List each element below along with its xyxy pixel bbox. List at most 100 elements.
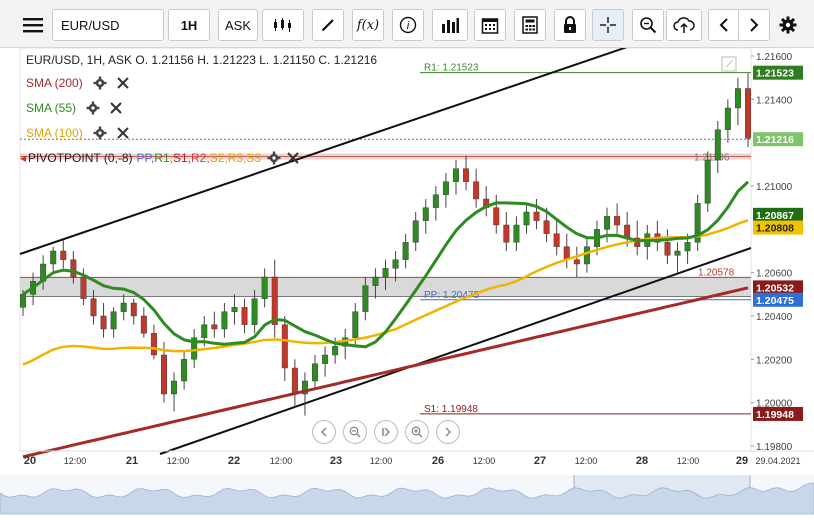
s1-badge: 1.19948 (756, 409, 794, 421)
current-price-badge-bg (753, 132, 803, 147)
channel-lower-line (159, 247, 752, 455)
sma55-badge-bg (753, 207, 803, 222)
s1-badge-bg (753, 406, 803, 421)
chart-type-button[interactable] (262, 9, 304, 41)
close-icon (110, 102, 122, 114)
candle-body (513, 224, 520, 243)
candle-body (281, 324, 288, 369)
candle-body (301, 380, 308, 395)
indicators-button[interactable]: f(x) (352, 9, 384, 41)
volume-button[interactable] (432, 9, 468, 41)
time-tick-label: 20 (24, 455, 36, 467)
time-tick-label: 12:00 (370, 456, 393, 466)
ohlc-readout: EUR/USD, 1H, ASK O. 1.21156 H. 1.21223 L… (26, 53, 378, 67)
candle-body (312, 363, 318, 382)
candle-body (745, 88, 751, 139)
pivot-part: R2, (191, 151, 210, 165)
candle-body (362, 285, 369, 312)
popout-icon-arrow (725, 59, 734, 68)
pp-badge: 1.20475 (756, 295, 794, 307)
sma200-settings-button[interactable] (93, 76, 107, 90)
reset-zoom-button[interactable] (374, 420, 398, 444)
candle-body (694, 203, 701, 243)
close-icon (116, 127, 129, 139)
sma100-badge-bg (753, 220, 803, 235)
candle-body (241, 307, 248, 325)
navigator-area (0, 482, 814, 515)
pivot-label: PIVOTPOINT (0,-8) (28, 151, 133, 165)
calendar-button[interactable] (474, 9, 506, 41)
timeframe-label: 1H (180, 17, 198, 33)
gear-icon (93, 126, 107, 140)
plot-area (19, 48, 752, 452)
sma200-badge-bg (753, 280, 803, 295)
candle-body (684, 242, 691, 252)
draw-button[interactable] (312, 9, 344, 41)
svg-text:i: i (407, 20, 410, 32)
candle-body (291, 367, 298, 395)
candle-body (140, 315, 147, 334)
time-tick-label: 12:00 (64, 456, 87, 466)
pivot-high-label: 1.21136 (694, 153, 730, 164)
upload-button[interactable] (666, 9, 702, 41)
candle-body (130, 302, 137, 317)
legend-sma100: SMA (100) (26, 126, 129, 140)
info-button[interactable]: i (392, 9, 424, 41)
zoom-in-button[interactable] (405, 420, 429, 444)
zoom-out-icon (349, 426, 361, 438)
pivot-remove-button[interactable] (287, 152, 299, 164)
candle-body (120, 302, 127, 312)
timeframe-button[interactable]: 1H (168, 9, 210, 41)
back-button[interactable] (708, 9, 740, 41)
candle-body (322, 354, 329, 364)
candle-body (231, 307, 238, 312)
time-tick-label: 29.04.2021 (755, 456, 800, 466)
settings-button[interactable] (772, 9, 804, 41)
sma55-line (22, 180, 750, 349)
pivot-settings-button[interactable] (267, 151, 281, 165)
price-tick-label: 1.19800 (756, 442, 793, 453)
symbol-selector[interactable]: EUR/USD (52, 9, 164, 41)
crosshair-button[interactable] (592, 9, 624, 41)
candles-icon (274, 18, 291, 32)
sma55-remove-button[interactable] (110, 102, 122, 114)
gear-icon (93, 76, 107, 90)
sma55-badge: 1.20867 (756, 210, 794, 222)
scroll-right-button[interactable] (436, 420, 460, 444)
price-tick-label: 1.21000 (756, 182, 793, 193)
scroll-left-button[interactable] (312, 420, 336, 444)
forward-button[interactable] (738, 9, 770, 41)
settings-icon (779, 16, 797, 34)
sma55-settings-button[interactable] (86, 101, 100, 115)
price-chart[interactable]: R1: 1.21523 PP: 1.20475 S1: 1.19948 1.21136… (0, 48, 814, 520)
candle-body (543, 220, 550, 234)
candle-body (493, 207, 500, 226)
r1-badge-bg (753, 65, 803, 80)
gear-icon (86, 101, 100, 115)
calendar-icon (481, 18, 499, 34)
sma100-remove-button[interactable] (116, 127, 129, 139)
candle-body (161, 354, 167, 395)
reset-icon (382, 427, 391, 437)
calculator-button[interactable] (514, 9, 546, 41)
sma200-remove-button[interactable] (116, 77, 129, 89)
zoom-out-button[interactable] (343, 420, 367, 444)
candle-body (553, 233, 560, 247)
lock-button[interactable] (554, 9, 586, 41)
menu-button[interactable] (16, 9, 50, 41)
sma100-settings-button[interactable] (93, 126, 107, 140)
price-tick-label: 1.20600 (756, 269, 793, 280)
r1-badge: 1.21523 (756, 68, 794, 80)
candle-body (614, 216, 621, 226)
zoom-button[interactable] (632, 9, 664, 41)
candle-body (382, 268, 389, 278)
time-tick-label: 12:00 (270, 456, 293, 466)
symbol-label: EUR/USD (61, 17, 120, 33)
candle-body (271, 276, 278, 325)
candle-body (573, 259, 580, 265)
time-tick-label: 26 (432, 455, 444, 467)
back-icon (719, 18, 728, 32)
candle-body (201, 324, 208, 338)
price-type-button[interactable]: ASK (218, 9, 258, 41)
